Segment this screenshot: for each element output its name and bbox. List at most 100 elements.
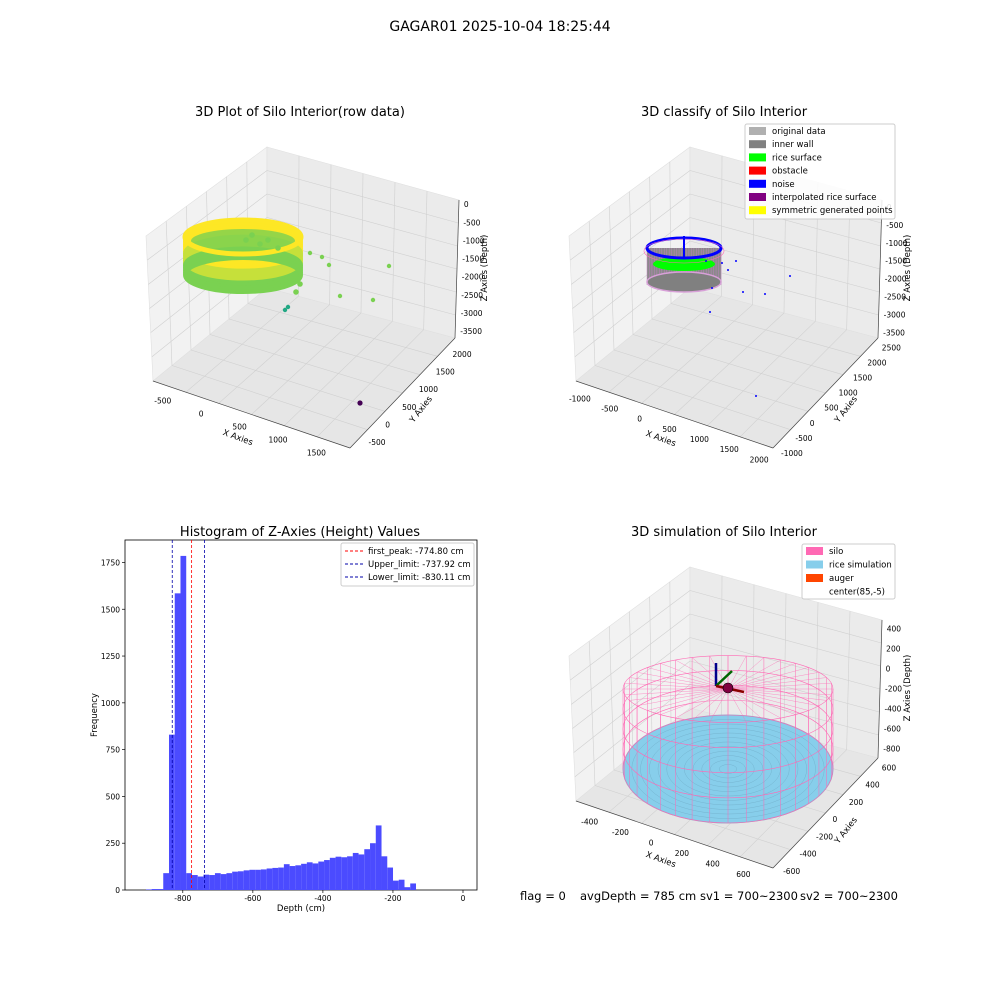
histogram-bar xyxy=(335,856,342,890)
noise-point xyxy=(721,262,723,264)
z-tick-label: -2500 xyxy=(461,291,483,300)
legend-swatch xyxy=(749,127,766,135)
cluster-point xyxy=(297,281,303,287)
panel-histogram: Histogram of Z-Axies (Height) Values -80… xyxy=(90,525,478,914)
silo-top-spoke xyxy=(727,672,819,690)
scatter-point xyxy=(386,263,392,269)
histogram-bar xyxy=(209,875,215,890)
histogram-bar xyxy=(283,864,290,890)
x-tick-label: 0 xyxy=(199,409,204,418)
histogram-bar xyxy=(404,887,411,890)
silo-top-spoke xyxy=(727,688,765,721)
x-tick-label: -800 xyxy=(174,894,191,903)
z-tick-label: -1000 xyxy=(886,239,908,248)
x-tick-label: 2000 xyxy=(750,455,769,464)
y-tick-label: -1000 xyxy=(781,449,803,458)
y-tick-label: 1000 xyxy=(101,699,120,708)
scatter-point xyxy=(370,297,376,303)
silo-top-spoke xyxy=(709,688,729,723)
wall-bottom xyxy=(646,271,722,293)
simulation-3d-z-label: Z Axies (Depth) xyxy=(903,655,913,722)
histogram-bar xyxy=(295,865,302,890)
silo-top-spoke xyxy=(727,688,747,723)
silo-top-spoke xyxy=(727,688,796,715)
histogram-bar xyxy=(398,879,405,890)
histogram-bar xyxy=(393,880,399,890)
z-tick-label: 400 xyxy=(887,624,902,633)
histogram-bar xyxy=(163,873,169,890)
silo-top-spoke xyxy=(637,672,729,690)
x-tick-label: -200 xyxy=(612,828,629,837)
histogram-bar xyxy=(381,856,388,890)
x-tick-label: 200 xyxy=(675,849,690,858)
grid-line xyxy=(689,590,882,644)
silo-wireframe xyxy=(622,655,834,824)
histogram-x-ticks: -800 -600 -400 -200 0 xyxy=(174,890,466,903)
z-tick-label: -800 xyxy=(883,744,900,753)
legend-swatch xyxy=(749,179,766,188)
silo-top-spoke xyxy=(691,688,729,721)
noise-point xyxy=(711,287,713,289)
silo-ring xyxy=(622,699,834,799)
z-axis-line xyxy=(877,199,883,339)
x-tick-label: 1500 xyxy=(307,449,326,458)
z-axis-line xyxy=(877,619,883,759)
x-tick-label: -500 xyxy=(601,405,618,414)
status-flag: flag = 0 xyxy=(520,889,566,903)
y-tick-label: -500 xyxy=(795,434,812,443)
status-sv2: sv2 = 700~2300 xyxy=(800,889,898,903)
y-axis-line xyxy=(349,337,456,449)
raw-3d-title: 3D Plot of Silo Interior(row data) xyxy=(195,105,405,120)
x-tick-label: 0 xyxy=(461,894,466,903)
silo-top-spoke xyxy=(727,677,827,690)
silo-top-spoke xyxy=(624,683,729,690)
z-tick-label: -500 xyxy=(886,221,903,230)
x-tick-label: -500 xyxy=(154,396,171,405)
histogram-bar xyxy=(347,856,353,890)
cluster-point xyxy=(243,237,249,243)
y-tick-label: 500 xyxy=(106,792,121,801)
x-axis-line xyxy=(152,380,351,449)
cluster-point xyxy=(265,237,271,243)
histogram-bar xyxy=(375,825,382,890)
classify-3d-points xyxy=(643,236,791,397)
raw-3d-z-ticks: 0 -500 -1000 -1500 -2000 -2500 -3000 -3500 xyxy=(460,200,485,336)
y-tick-label: 1250 xyxy=(101,652,120,661)
legend-swatch xyxy=(749,153,766,162)
noise-point xyxy=(709,311,711,313)
cluster-point xyxy=(269,255,275,261)
legend-swatch xyxy=(806,574,823,582)
histogram-bar xyxy=(312,863,319,890)
cluster-point xyxy=(293,289,299,295)
y-tick-label: 1000 xyxy=(839,389,858,398)
y-tick-label: 750 xyxy=(106,746,121,755)
grid-line xyxy=(146,170,268,261)
y-tick-label: 500 xyxy=(824,404,839,413)
histogram-bar xyxy=(237,871,244,890)
x-tick-label: 400 xyxy=(705,860,720,869)
raw-3d-x-ticks: -500 0 500 1000 1500 xyxy=(154,396,326,457)
legend-label: Upper_limit: -737.92 cm xyxy=(368,560,471,570)
silo-top-spoke xyxy=(629,688,729,701)
auger-marker xyxy=(714,663,745,694)
z-tick-label: -400 xyxy=(884,704,901,713)
histogram-bar xyxy=(278,867,284,890)
cluster-point xyxy=(282,259,288,265)
scatter-point xyxy=(319,254,325,260)
histogram-bar xyxy=(220,874,227,890)
histogram-bar xyxy=(214,873,221,890)
z-tick-label: -600 xyxy=(884,724,901,733)
histogram-legend: first_peak: -774.80 cm Upper_limit: -737.… xyxy=(340,542,475,587)
histogram-bar xyxy=(151,889,158,890)
classify-3d-legend: original data inner wall rice surface obsta… xyxy=(744,123,896,220)
histogram-bar xyxy=(180,555,187,890)
legend-swatch xyxy=(806,587,823,596)
silo-top-spoke xyxy=(727,655,747,690)
histogram-y-ticks: 0 250 500 750 1000 1250 1500 1750 xyxy=(101,558,125,895)
legend-label: silo xyxy=(829,547,843,557)
silo-top-spoke xyxy=(629,677,729,690)
z-tick-label: -3000 xyxy=(461,309,483,318)
raw-3d-z-label: Z Axies (Depth) xyxy=(480,235,490,302)
raw-3d-axes-box xyxy=(145,146,460,449)
